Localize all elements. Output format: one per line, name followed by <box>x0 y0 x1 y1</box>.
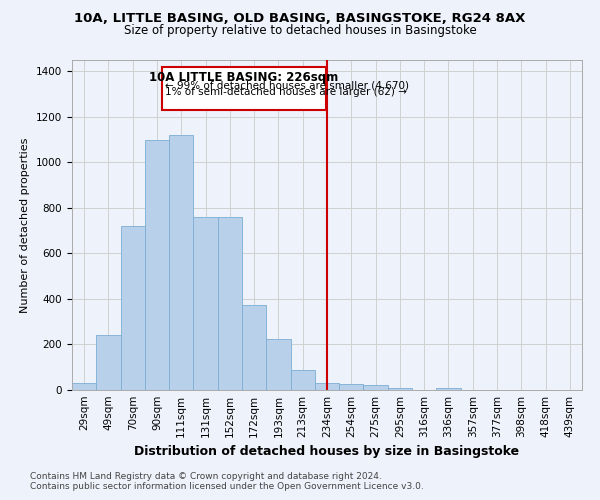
X-axis label: Distribution of detached houses by size in Basingstoke: Distribution of detached houses by size … <box>134 446 520 458</box>
Text: ← 99% of detached houses are smaller (4,670): ← 99% of detached houses are smaller (4,… <box>165 80 409 90</box>
Text: Contains HM Land Registry data © Crown copyright and database right 2024.: Contains HM Land Registry data © Crown c… <box>30 472 382 481</box>
Y-axis label: Number of detached properties: Number of detached properties <box>20 138 31 312</box>
Bar <box>315 383 339 390</box>
Text: Size of property relative to detached houses in Basingstoke: Size of property relative to detached ho… <box>124 24 476 37</box>
Bar <box>436 388 461 390</box>
Text: 10A, LITTLE BASING, OLD BASING, BASINGSTOKE, RG24 8AX: 10A, LITTLE BASING, OLD BASING, BASINGST… <box>74 12 526 26</box>
Bar <box>339 384 364 390</box>
Bar <box>388 388 412 390</box>
Bar <box>162 67 326 110</box>
Bar <box>193 217 218 390</box>
Bar <box>72 383 96 390</box>
Bar <box>169 135 193 390</box>
Bar <box>218 217 242 390</box>
Bar <box>364 386 388 390</box>
Bar <box>121 226 145 390</box>
Bar <box>266 339 290 390</box>
Bar <box>290 370 315 390</box>
Bar <box>145 140 169 390</box>
Bar <box>96 336 121 390</box>
Text: 10A LITTLE BASING: 226sqm: 10A LITTLE BASING: 226sqm <box>149 71 338 84</box>
Text: 1% of semi-detached houses are larger (62) →: 1% of semi-detached houses are larger (6… <box>165 88 407 98</box>
Text: Contains public sector information licensed under the Open Government Licence v3: Contains public sector information licen… <box>30 482 424 491</box>
Bar <box>242 304 266 390</box>
